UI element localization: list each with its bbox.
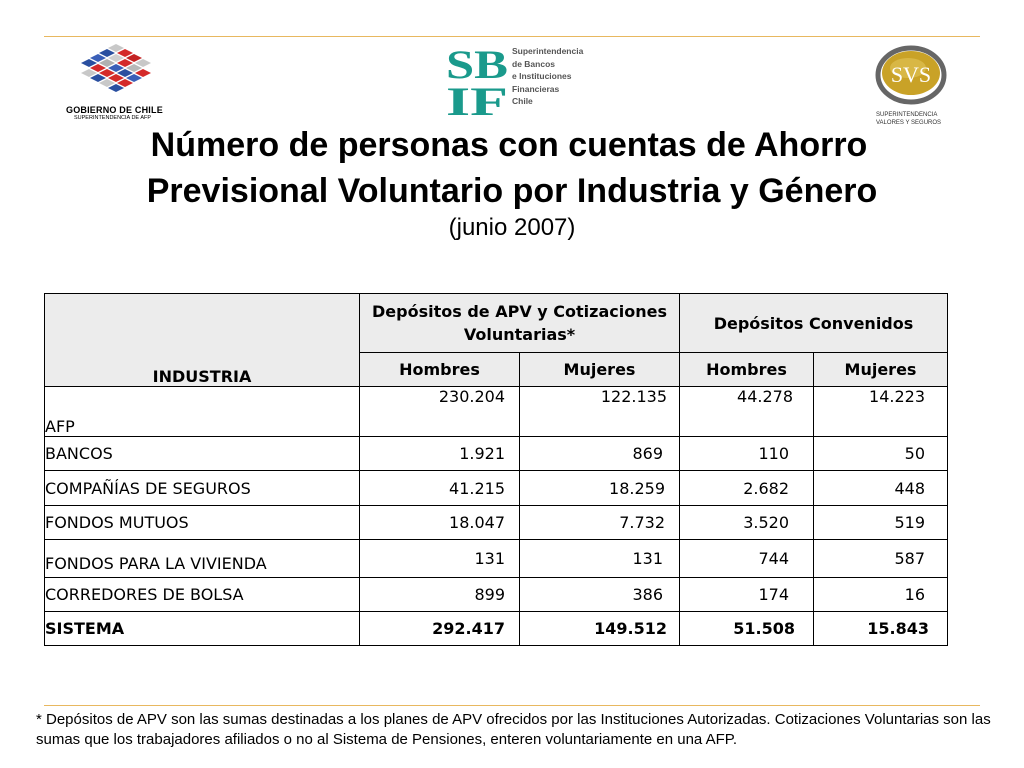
svs-line2: VALORES Y SEGUROS [876, 120, 942, 126]
cell-value: 14.223 [813, 386, 948, 437]
cell-value: 18.259 [519, 470, 680, 506]
row-label: COMPAÑÍAS DE SEGUROS [44, 470, 360, 506]
cell-value: 587 [813, 539, 948, 578]
col-header-mujeres: Mujeres [519, 352, 680, 387]
table-row: CORREDORES DE BOLSA 899 386 174 16 [44, 577, 948, 612]
cell-value: 519 [813, 505, 948, 540]
total-value: 149.512 [519, 611, 680, 646]
col-header-hombres: Hombres [679, 352, 814, 387]
sbif-text-block: Superintendencia de Bancos e Institucion… [512, 45, 583, 108]
row-label: BANCOS [44, 436, 360, 471]
chile-cube-icon [81, 44, 151, 92]
cell-value: 174 [679, 577, 814, 612]
svg-text:IF: IF [446, 79, 508, 116]
cell-value: 3.520 [679, 505, 814, 540]
row-label: AFP [44, 386, 360, 437]
col-header-mujeres: Mujeres [813, 352, 948, 387]
cell-value: 386 [519, 577, 680, 612]
gobierno-logo-line1: GOBIERNO DE CHILE [66, 105, 163, 115]
row-label: CORREDORES DE BOLSA [44, 577, 360, 612]
total-row: SISTEMA 292.417 149.512 51.508 15.843 [44, 611, 948, 646]
total-value: 292.417 [359, 611, 520, 646]
cell-value: 230.204 [359, 386, 520, 437]
cell-value: 2.682 [679, 470, 814, 506]
industry-header: INDUSTRIA [44, 293, 360, 387]
svs-emblem-icon: SVS [875, 45, 947, 105]
top-rule [44, 36, 980, 37]
cell-value: 44.278 [679, 386, 814, 437]
table-row: FONDOS PARA LA VIVIENDA 131 131 744 587 [44, 539, 948, 578]
cell-value: 744 [679, 539, 814, 578]
sbif-line: de Bancos [512, 58, 555, 69]
sbif-line: Chile [512, 96, 533, 106]
table-row: BANCOS 1.921 869 110 50 [44, 436, 948, 471]
svs-mark: SVS [891, 62, 931, 87]
cell-value: 1.921 [359, 436, 520, 471]
sbif-line: e Instituciones [512, 71, 572, 81]
cell-value: 41.215 [359, 470, 520, 506]
table-row: AFP 230.204 122.135 44.278 14.223 [44, 386, 948, 437]
page-subtitle: (junio 2007) [448, 214, 576, 241]
gobierno-de-chile-logo: GOBIERNO DE CHILE SUPERINTENDENCIA DE AF… [62, 42, 172, 124]
cell-value: 18.047 [359, 505, 520, 540]
col-header-hombres: Hombres [359, 352, 520, 387]
cell-value: 131 [359, 539, 520, 578]
cell-value: 110 [679, 436, 814, 471]
sbif-mark-icon: SB IF [446, 44, 508, 116]
gobierno-logo-line2: SUPERINTENDENCIA DE AFP [74, 115, 152, 121]
svs-line1: SUPERINTENDENCIA [876, 112, 938, 118]
table-row: FONDOS MUTUOS 18.047 7.732 3.520 519 [44, 505, 948, 540]
cell-value: 16 [813, 577, 948, 612]
total-value: 15.843 [813, 611, 948, 646]
table-row: COMPAÑÍAS DE SEGUROS 41.215 18.259 2.682… [44, 470, 948, 506]
row-label: FONDOS MUTUOS [44, 505, 360, 540]
group-header-convenidos: Depósitos Convenidos [679, 293, 948, 353]
apv-table: INDUSTRIA Depósitos de APV y Cotizacione… [44, 293, 948, 646]
row-label: FONDOS PARA LA VIVIENDA [44, 539, 360, 578]
cell-value: 122.135 [519, 386, 680, 437]
footnote: * Depósitos de APV son las sumas destina… [36, 711, 991, 748]
sbif-logo: SB IF Superintendencia de Bancos e Insti… [446, 44, 586, 118]
cell-value: 7.732 [519, 505, 680, 540]
page-title-line2: Previsional Voluntario por Industria y G… [146, 172, 878, 210]
group-header-apv: Depósitos de APV y Cotizaciones Voluntar… [359, 293, 680, 353]
cell-value: 869 [519, 436, 680, 471]
cell-value: 448 [813, 470, 948, 506]
total-label: SISTEMA [44, 611, 360, 646]
svg-text:SB: SB [446, 44, 508, 87]
total-value: 51.508 [679, 611, 814, 646]
sbif-line: Superintendencia [512, 46, 584, 56]
page-title-line1: Número de personas con cuentas de Ahorro [150, 126, 868, 164]
sbif-line: Financieras [512, 83, 560, 94]
cell-value: 899 [359, 577, 520, 612]
cell-value: 131 [519, 539, 680, 578]
svs-logo: SVS SUPERINTENDENCIA VALORES Y SEGUROS [872, 44, 952, 130]
cell-value: 50 [813, 436, 948, 471]
bottom-rule [44, 705, 980, 706]
